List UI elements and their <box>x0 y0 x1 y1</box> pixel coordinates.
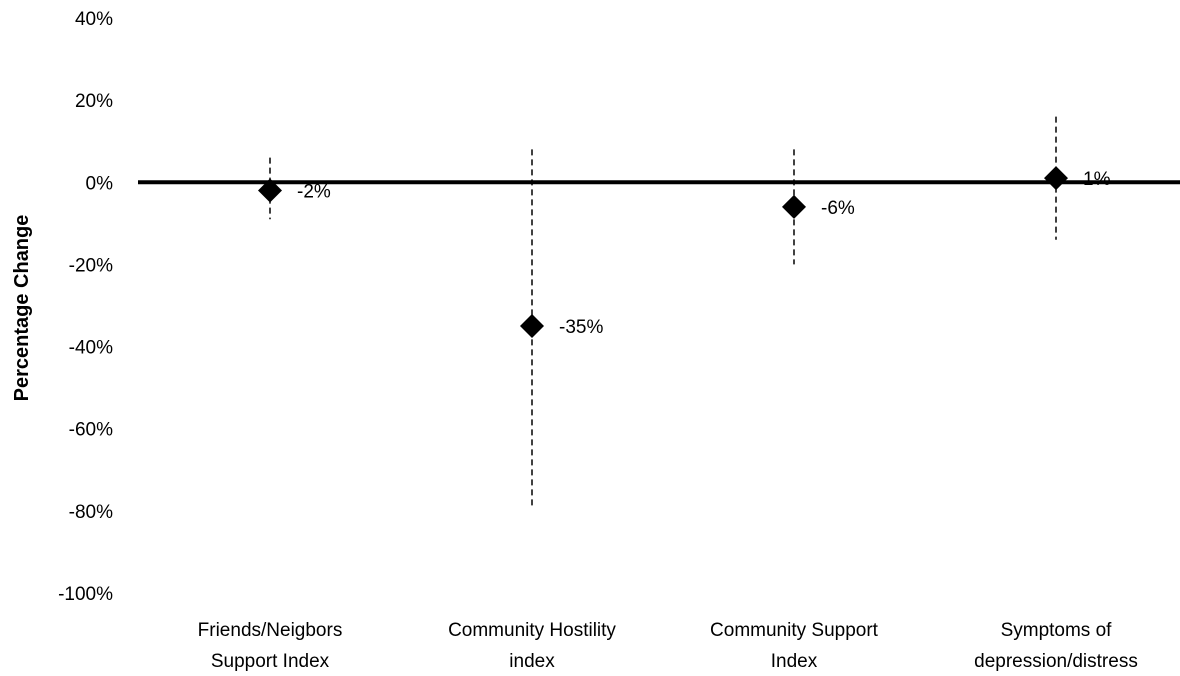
y-tick-label: -40% <box>69 338 113 359</box>
y-tick-label: 20% <box>75 91 113 112</box>
data-label: -6% <box>821 198 855 219</box>
data-point-marker <box>1044 166 1068 191</box>
data-label: -35% <box>559 317 603 338</box>
category-label: Friends/Neigbors <box>198 620 343 641</box>
y-tick-label: -20% <box>69 255 113 276</box>
category-label: Index <box>771 651 818 672</box>
y-axis-label: Percentage Change <box>11 215 33 402</box>
category-labels: Friends/Neigbors Support Index Community H… <box>198 620 1138 672</box>
data-label: 1% <box>1083 169 1111 190</box>
y-tick-label: 40% <box>75 9 113 30</box>
y-tick-label: -60% <box>69 420 113 441</box>
category-label: Community Support <box>710 620 879 641</box>
category-label: index <box>509 651 555 672</box>
data-point-marker <box>782 194 806 219</box>
category-label: Community Hostility <box>448 620 616 641</box>
y-axis-label-group: Percentage Change <box>11 215 33 402</box>
category-label: Symptoms of <box>1001 620 1113 641</box>
category-label: depression/distress <box>974 651 1138 672</box>
data-point-marker <box>520 314 544 339</box>
error-bars <box>269 116 1057 507</box>
data-labels: -2% -35% -6% 1% <box>297 169 1111 338</box>
y-tick-label: 0% <box>86 173 114 194</box>
category-label: Support Index <box>211 651 330 672</box>
y-tick-labels: 40% 20% 0% -20% -40% -60% -80% -100% <box>58 9 113 605</box>
data-markers <box>258 166 1068 339</box>
data-label: -2% <box>297 182 331 203</box>
y-tick-label: -100% <box>58 584 113 605</box>
y-tick-label: -80% <box>69 502 113 523</box>
data-point-marker <box>258 178 282 203</box>
